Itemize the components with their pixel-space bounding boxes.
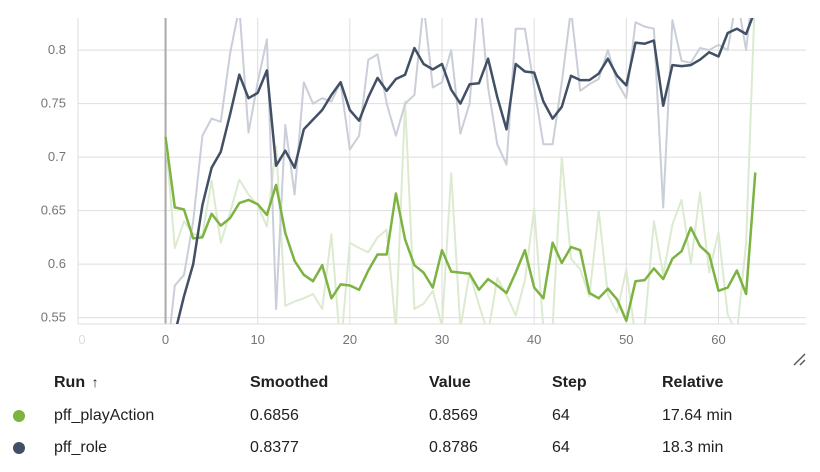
color-cell xyxy=(0,432,54,464)
step-column-header[interactable]: Step xyxy=(552,374,587,391)
y-axis-ticks: 0.55 0.6 0.65 0.7 0.75 0.8 xyxy=(41,42,66,324)
x-tick-label: 30 xyxy=(435,332,449,347)
sort-ascending-icon: ↑ xyxy=(91,374,99,390)
relative-cell: 18.3 min xyxy=(662,439,724,456)
series-raw-line xyxy=(164,18,756,324)
value-column-header[interactable]: Value xyxy=(429,374,471,391)
series-raw-line xyxy=(169,18,751,324)
table-row: pff_role 0.8377 0.8786 64 18.3 min xyxy=(0,432,812,464)
smoothed-column-header[interactable]: Smoothed xyxy=(250,374,329,391)
series-smoothed-line xyxy=(175,18,754,324)
step-cell: 64 xyxy=(552,407,570,424)
run-name-cell: pff_playAction xyxy=(54,407,155,424)
run-color-dot xyxy=(13,409,25,422)
color-cell xyxy=(0,400,54,432)
run-header-label: Run xyxy=(54,374,86,391)
y-tick-label: 0.65 xyxy=(41,203,66,218)
y-tick-label: 0.8 xyxy=(48,42,66,57)
run-column-header[interactable]: Run ↑ xyxy=(54,366,250,400)
smoothed-cell: 0.6856 xyxy=(250,407,299,424)
x-tick-label: 10 xyxy=(250,332,264,347)
runs-table: Run ↑ Smoothed Value Step Relative pff_p… xyxy=(0,366,812,464)
x-axis-ticks: 0 10 20 30 40 50 60 0 xyxy=(78,332,725,347)
relative-column-header[interactable]: Relative xyxy=(662,374,724,391)
run-name-cell: pff_role xyxy=(54,439,108,456)
series-smoothed-line xyxy=(164,136,757,323)
resize-handle-icon[interactable] xyxy=(792,352,806,366)
line-chart: 0.55 0.6 0.65 0.7 0.75 0.8 0 10 20 30 40 50 60 0 xyxy=(41,18,806,347)
smoothed-cell: 0.8377 xyxy=(250,439,299,456)
x-tick-label: 50 xyxy=(619,332,633,347)
value-cell: 0.8569 xyxy=(429,407,478,424)
step-cell: 64 xyxy=(552,439,570,456)
x-tick-label: 40 xyxy=(527,332,541,347)
series-lines xyxy=(164,18,757,324)
color-column-header xyxy=(0,366,54,400)
y-tick-label: 0.6 xyxy=(48,256,66,271)
y-tick-label: 0.7 xyxy=(48,149,66,164)
x-tick-label: 20 xyxy=(343,332,357,347)
run-color-dot xyxy=(13,441,25,454)
x-tick-label-faint: 0 xyxy=(78,332,85,347)
x-tick-label: 0 xyxy=(162,332,169,347)
y-tick-label: 0.55 xyxy=(41,310,66,325)
x-tick-label: 60 xyxy=(711,332,725,347)
relative-cell: 17.64 min xyxy=(662,407,733,424)
table-header-row: Run ↑ Smoothed Value Step Relative xyxy=(0,366,812,400)
grid xyxy=(77,18,806,325)
y-tick-label: 0.75 xyxy=(41,96,66,111)
value-cell: 0.8786 xyxy=(429,439,478,456)
table-row: pff_playAction 0.6856 0.8569 64 17.64 mi… xyxy=(0,400,812,432)
